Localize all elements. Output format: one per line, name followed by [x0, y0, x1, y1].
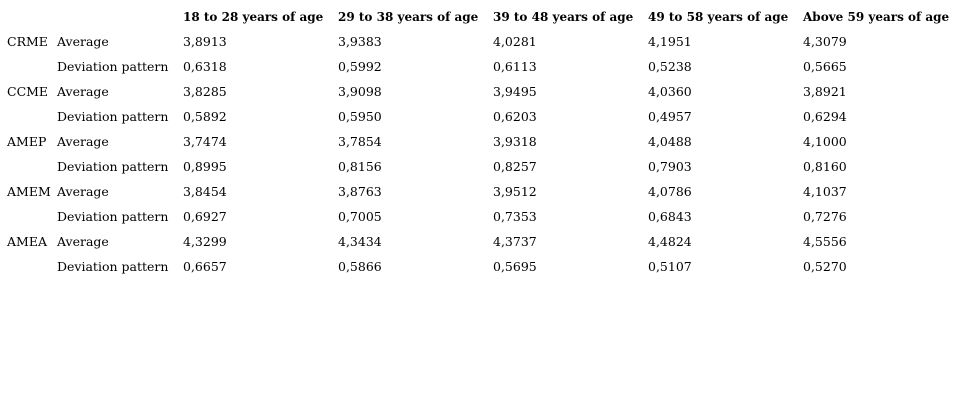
row-label: Average	[57, 134, 109, 149]
cell-value: 0,5866	[338, 259, 382, 274]
cell-value: 3,9383	[338, 34, 382, 49]
cell-value: 0,7276	[803, 209, 847, 224]
cell-value: 4,1000	[803, 134, 847, 149]
cell-value: 4,1037	[803, 184, 847, 199]
cell-value: 0,4957	[648, 109, 692, 124]
cell-value: 0,5270	[803, 259, 847, 274]
cell-value: 0,8160	[803, 159, 847, 174]
column-header: 39 to 48 years of age	[493, 10, 634, 24]
cell-value: 4,4824	[648, 234, 692, 249]
cell-value: 3,9318	[493, 134, 537, 149]
row-label: Average	[57, 84, 109, 99]
cell-value: 4,0281	[493, 34, 537, 49]
cell-value: 3,7474	[183, 134, 227, 149]
row-label: Deviation pattern	[57, 159, 169, 174]
cell-value: 0,6294	[803, 109, 847, 124]
cell-value: 0,6843	[648, 209, 692, 224]
cell-value: 0,6657	[183, 259, 227, 274]
row-label: Average	[57, 34, 109, 49]
cell-value: 0,5107	[648, 259, 692, 274]
cell-value: 3,7854	[338, 134, 382, 149]
cell-value: 0,6927	[183, 209, 227, 224]
cell-value: 0,8257	[493, 159, 537, 174]
cell-value: 4,3079	[803, 34, 847, 49]
row-label: Deviation pattern	[57, 109, 169, 124]
group-label: AMEA	[7, 234, 47, 249]
cell-value: 3,9495	[493, 84, 537, 99]
cell-value: 0,7903	[648, 159, 692, 174]
column-header: 49 to 58 years of age	[648, 10, 789, 24]
cell-value: 0,6203	[493, 109, 537, 124]
cell-value: 3,8285	[183, 84, 227, 99]
cell-value: 4,3299	[183, 234, 227, 249]
group-label: CCME	[7, 84, 49, 99]
cell-value: 4,5556	[803, 234, 847, 249]
group-label: AMEM	[7, 184, 51, 199]
column-header: Above 59 years of age	[803, 10, 950, 24]
cell-value: 0,6318	[183, 59, 227, 74]
cell-value: 0,7353	[493, 209, 537, 224]
cell-value: 3,8921	[803, 84, 847, 99]
cell-value: 3,8913	[183, 34, 227, 49]
cell-value: 4,0488	[648, 134, 692, 149]
cell-value: 4,0360	[648, 84, 692, 99]
cell-value: 3,8763	[338, 184, 382, 199]
row-label: Deviation pattern	[57, 59, 169, 74]
row-label: Deviation pattern	[57, 209, 169, 224]
cell-value: 0,8995	[183, 159, 227, 174]
column-header: 18 to 28 years of age	[183, 10, 324, 24]
cell-value: 4,0786	[648, 184, 692, 199]
cell-value: 4,3434	[338, 234, 382, 249]
cell-value: 3,9098	[338, 84, 382, 99]
cell-value: 0,5950	[338, 109, 382, 124]
cell-value: 4,3737	[493, 234, 537, 249]
row-label: Deviation pattern	[57, 259, 169, 274]
row-label: Average	[57, 184, 109, 199]
cell-value: 0,8156	[338, 159, 382, 174]
cell-value: 3,8454	[183, 184, 227, 199]
cell-value: 0,5992	[338, 59, 382, 74]
cell-value: 3,9512	[493, 184, 537, 199]
cell-value: 0,5695	[493, 259, 537, 274]
cell-value: 0,5238	[648, 59, 692, 74]
group-label: AMEP	[7, 134, 47, 149]
column-header: 29 to 38 years of age	[338, 10, 479, 24]
cell-value: 0,7005	[338, 209, 382, 224]
row-label: Average	[57, 234, 109, 249]
cell-value: 0,6113	[493, 59, 537, 74]
group-label: CRME	[7, 34, 48, 49]
cell-value: 4,1951	[648, 34, 692, 49]
cell-value: 0,5665	[803, 59, 847, 74]
cell-value: 0,5892	[183, 109, 227, 124]
